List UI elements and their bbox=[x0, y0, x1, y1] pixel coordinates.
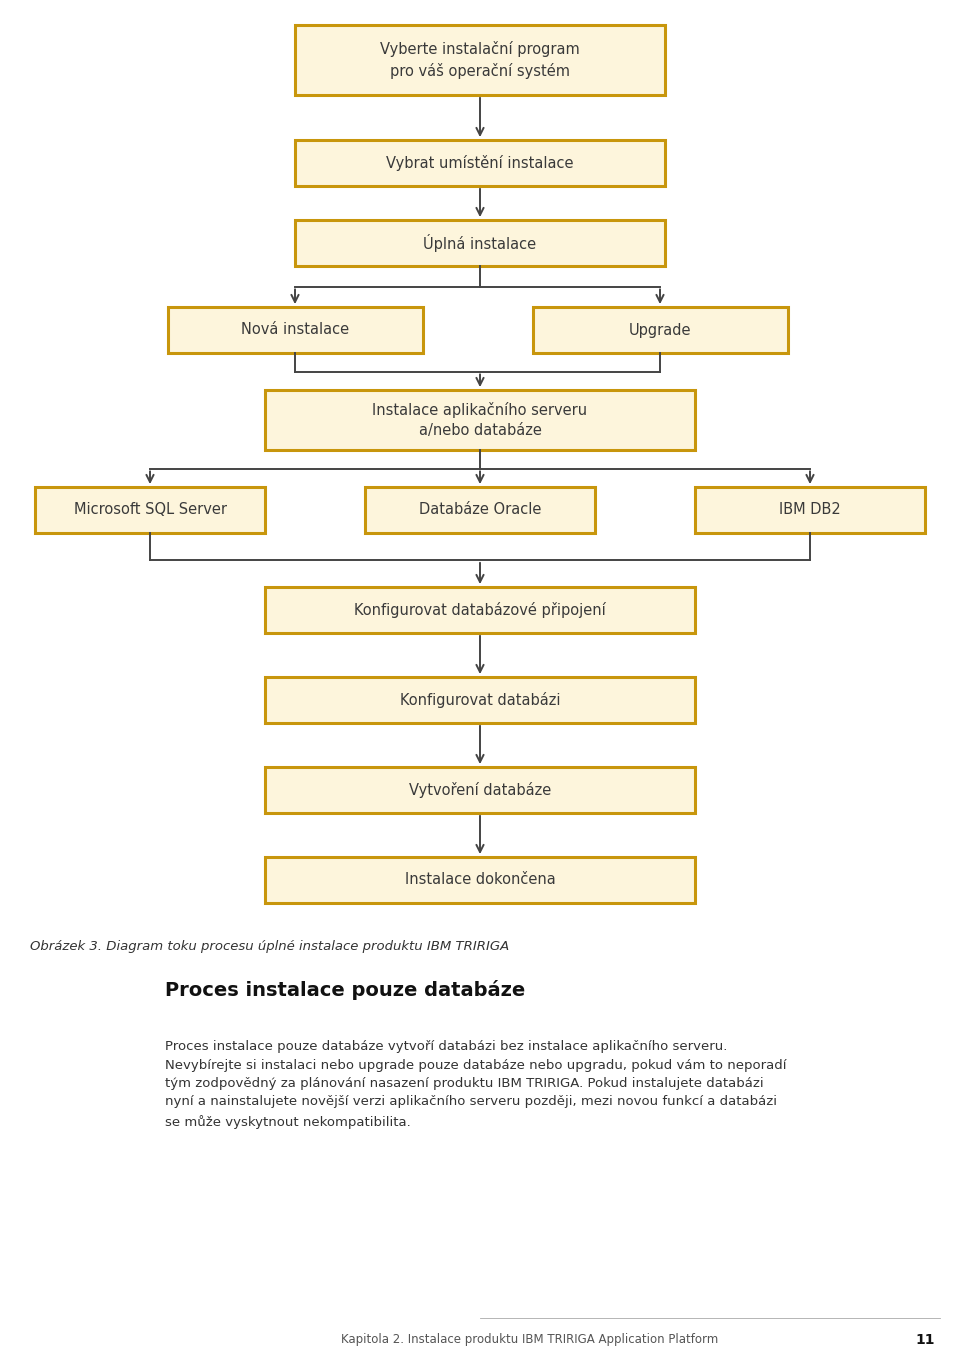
Text: Proces instalace pouze databáze vytvoří databázi bez instalace aplikačního serve: Proces instalace pouze databáze vytvoří … bbox=[165, 1040, 786, 1129]
Text: Nová instalace: Nová instalace bbox=[241, 323, 349, 338]
Text: Kapitola 2. Instalace produktu IBM TRIRIGA Application Platform: Kapitola 2. Instalace produktu IBM TRIRI… bbox=[342, 1333, 719, 1346]
Text: Upgrade: Upgrade bbox=[629, 323, 691, 338]
FancyBboxPatch shape bbox=[533, 308, 787, 353]
Text: Proces instalace pouze databáze: Proces instalace pouze databáze bbox=[165, 980, 525, 1001]
FancyBboxPatch shape bbox=[265, 586, 695, 633]
FancyBboxPatch shape bbox=[695, 487, 925, 533]
Text: Vytvoření databáze: Vytvoření databáze bbox=[409, 782, 551, 798]
FancyBboxPatch shape bbox=[265, 857, 695, 904]
Text: Databáze Oracle: Databáze Oracle bbox=[419, 503, 541, 518]
FancyBboxPatch shape bbox=[365, 487, 595, 533]
Text: Úplná instalace: Úplná instalace bbox=[423, 234, 537, 252]
Text: Microsoft SQL Server: Microsoft SQL Server bbox=[74, 503, 227, 518]
Text: Konfigurovat databázové připojení: Konfigurovat databázové připojení bbox=[354, 601, 606, 618]
Text: IBM DB2: IBM DB2 bbox=[780, 503, 841, 518]
FancyBboxPatch shape bbox=[295, 139, 665, 186]
FancyBboxPatch shape bbox=[295, 25, 665, 94]
FancyBboxPatch shape bbox=[265, 767, 695, 813]
Text: 11: 11 bbox=[916, 1333, 935, 1346]
Text: Vybrat umístění instalace: Vybrat umístění instalace bbox=[386, 154, 574, 171]
Text: Instalace dokončena: Instalace dokončena bbox=[404, 872, 556, 887]
FancyBboxPatch shape bbox=[295, 220, 665, 267]
FancyBboxPatch shape bbox=[265, 677, 695, 723]
Text: Obrázek 3. Diagram toku procesu úplné instalace produktu IBM TRIRIGA: Obrázek 3. Diagram toku procesu úplné in… bbox=[30, 940, 509, 953]
Text: Konfigurovat databázi: Konfigurovat databázi bbox=[399, 692, 561, 708]
Text: Instalace aplikačního serveru
a/nebo databáze: Instalace aplikačního serveru a/nebo dat… bbox=[372, 402, 588, 437]
FancyBboxPatch shape bbox=[35, 487, 265, 533]
FancyBboxPatch shape bbox=[167, 308, 422, 353]
Text: Vyberte instalační program
pro váš operační systém: Vyberte instalační program pro váš opera… bbox=[380, 41, 580, 78]
FancyBboxPatch shape bbox=[265, 390, 695, 450]
